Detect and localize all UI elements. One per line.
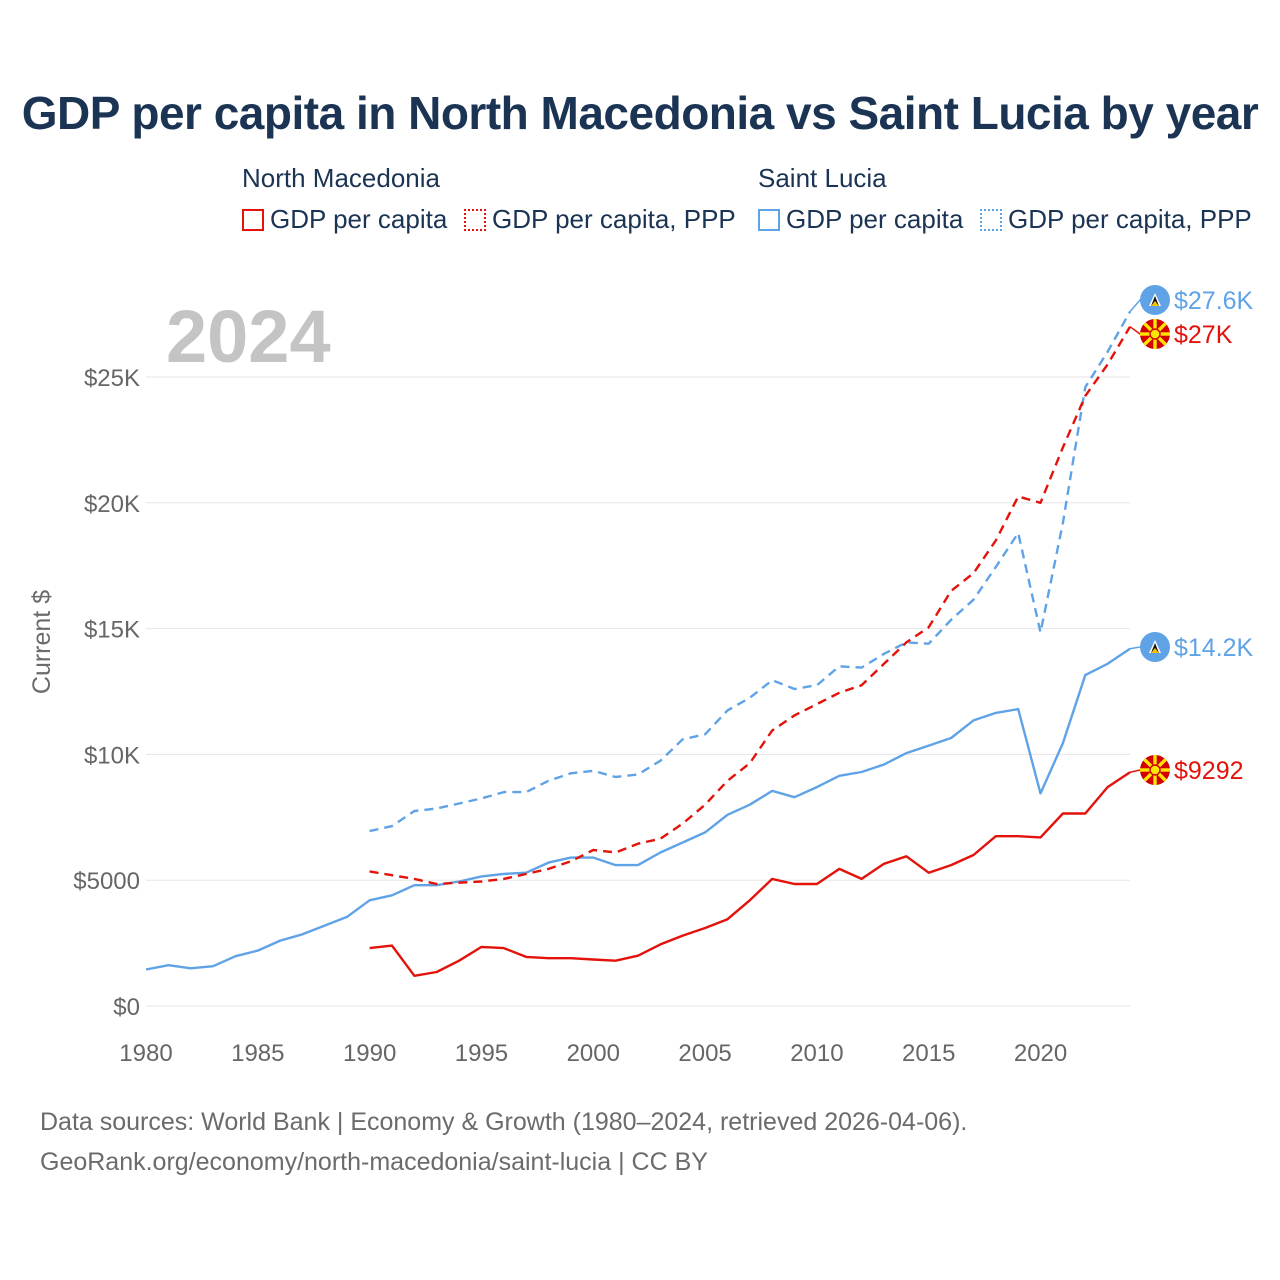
x-tick-label: 2005 [678, 1040, 731, 1067]
series-line-lc-ppp[interactable] [369, 311, 1132, 833]
x-tick-label: 2010 [790, 1040, 843, 1067]
y-axis-label: Current $ [28, 590, 56, 694]
end-label-mk-ppp: $27K [1174, 321, 1233, 349]
y-tick-label: $10K [84, 742, 140, 769]
legend-item-mk-gdp[interactable]: GDP per capita [242, 204, 447, 235]
saint-lucia-flag-icon [1140, 285, 1170, 315]
x-tick-label: 1980 [119, 1040, 172, 1067]
source-url[interactable]: GeoRank.org/economy/north-macedonia/sain… [40, 1148, 708, 1176]
y-tick-label: $5000 [73, 868, 140, 895]
legend-swatch-dotted-red [464, 208, 486, 231]
end-label-mk-gdp: $9292 [1174, 757, 1244, 785]
legend-group-saint-lucia: Saint Lucia [758, 163, 887, 193]
end-label-lc-gdp: $14.2K [1174, 634, 1254, 662]
x-tick-label: 2020 [1014, 1040, 1067, 1067]
series-line-mk-ppp[interactable] [369, 326, 1132, 886]
chart-title: GDP per capita in North Macedonia vs Sai… [21, 87, 1259, 139]
x-tick-label: 1985 [231, 1040, 284, 1067]
legend-label: GDP per capita, PPP [1008, 204, 1252, 234]
y-tick-label: $25K [84, 365, 140, 392]
x-tick-label: 2000 [567, 1040, 620, 1067]
y-axis-ticks: $0 $5000 $10K $15K $20K $25K [73, 365, 140, 1021]
end-labels: $14.2K $27.6K $9292 $27K [1129, 285, 1254, 785]
legend-label: GDP per capita [270, 204, 448, 234]
series [145, 311, 1132, 977]
series-line-mk-gdp[interactable] [369, 771, 1131, 977]
x-axis-ticks: 1980 1985 1990 1995 2000 2005 2010 2015 2020 [119, 1040, 1067, 1067]
legend-item-lc-gdp[interactable]: GDP per capita [758, 204, 963, 235]
legend-label: GDP per capita, PPP [492, 204, 736, 234]
saint-lucia-flag-icon [1140, 632, 1170, 662]
grid [146, 376, 1130, 1007]
legend-label: GDP per capita [786, 204, 964, 234]
legend-swatch-solid-red [242, 208, 264, 231]
y-tick-label: $15K [84, 617, 140, 644]
legend-swatch-dotted-blue [980, 208, 1002, 231]
y-tick-label: $0 [113, 994, 140, 1021]
series-line-lc-gdp[interactable] [145, 647, 1131, 971]
legend-swatch-solid-blue [758, 208, 780, 231]
source-text: Data sources: World Bank | Economy & Gro… [40, 1108, 968, 1136]
x-tick-label: 1995 [455, 1040, 508, 1067]
x-tick-label: 2015 [902, 1040, 955, 1067]
legend-item-mk-ppp[interactable]: GDP per capita, PPP [464, 204, 736, 235]
y-tick-label: $20K [84, 491, 140, 518]
legend-item-lc-ppp[interactable]: GDP per capita, PPP [980, 204, 1252, 235]
legend-group-north-macedonia: North Macedonia [242, 163, 440, 193]
north-macedonia-flag-icon [1140, 755, 1170, 785]
x-tick-label: 1990 [343, 1040, 396, 1067]
north-macedonia-flag-icon [1140, 319, 1170, 349]
end-label-lc-ppp: $27.6K [1174, 287, 1254, 315]
year-watermark: 2024 [166, 295, 331, 378]
